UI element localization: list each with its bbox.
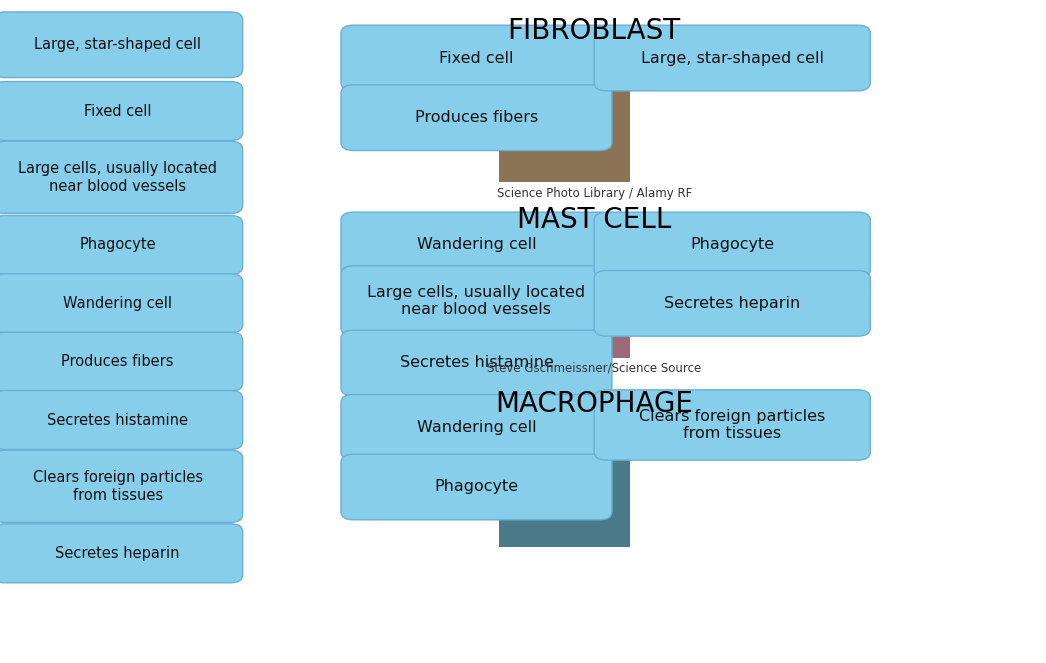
FancyBboxPatch shape [341,25,612,91]
Text: Wandering cell: Wandering cell [416,420,537,435]
Text: Wandering cell: Wandering cell [63,296,173,311]
Text: Secretes histamine: Secretes histamine [400,355,553,371]
Text: Large, star-shaped cell: Large, star-shaped cell [35,37,201,52]
Bar [499,40,630,182]
Text: Fixed cell: Fixed cell [439,50,514,66]
Text: Phagocyte: Phagocyte [434,479,519,495]
Text: Fixed cell: Fixed cell [84,103,152,119]
Text: FIBROBLAST: FIBROBLAST [507,17,681,44]
FancyBboxPatch shape [594,390,870,460]
FancyBboxPatch shape [341,85,612,151]
Text: Wandering cell: Wandering cell [416,237,537,253]
Text: Large cells, usually located
near blood vessels: Large cells, usually located near blood … [367,285,586,317]
Text: Phagocyte: Phagocyte [690,237,774,253]
Text: Produces fibers: Produces fibers [415,110,538,125]
FancyBboxPatch shape [341,330,612,396]
Text: Secretes heparin: Secretes heparin [55,546,180,561]
FancyBboxPatch shape [0,391,243,450]
Text: Secretes heparin: Secretes heparin [664,296,800,311]
FancyBboxPatch shape [0,524,243,583]
FancyBboxPatch shape [0,12,243,78]
Bar [499,404,630,547]
Text: MAST CELL: MAST CELL [517,206,672,233]
FancyBboxPatch shape [0,215,243,274]
FancyBboxPatch shape [0,274,243,333]
FancyBboxPatch shape [341,394,612,460]
FancyBboxPatch shape [594,212,870,278]
Text: Large, star-shaped cell: Large, star-shaped cell [641,50,823,66]
FancyBboxPatch shape [594,25,870,91]
Text: Clears foreign particles
from tissues: Clears foreign particles from tissues [32,470,203,503]
FancyBboxPatch shape [0,82,243,141]
FancyBboxPatch shape [341,212,612,278]
Text: Secretes histamine: Secretes histamine [47,412,188,428]
Text: Science Photo Library / Alamy RF: Science Photo Library / Alamy RF [497,187,691,200]
FancyBboxPatch shape [0,332,243,391]
FancyBboxPatch shape [0,450,243,522]
Text: Produces fibers: Produces fibers [62,354,174,369]
Text: MACROPHAGE: MACROPHAGE [495,390,693,418]
Text: Phagocyte: Phagocyte [79,237,156,253]
Text: Large cells, usually located
near blood vessels: Large cells, usually located near blood … [18,161,218,194]
Bar [499,215,630,358]
Text: Clears foreign particles
from tissues: Clears foreign particles from tissues [639,409,825,441]
Text: Steve Gschmeissner/Science Source: Steve Gschmeissner/Science Source [487,361,701,375]
FancyBboxPatch shape [341,454,612,520]
FancyBboxPatch shape [0,141,243,213]
FancyBboxPatch shape [594,271,870,336]
FancyBboxPatch shape [341,266,612,336]
